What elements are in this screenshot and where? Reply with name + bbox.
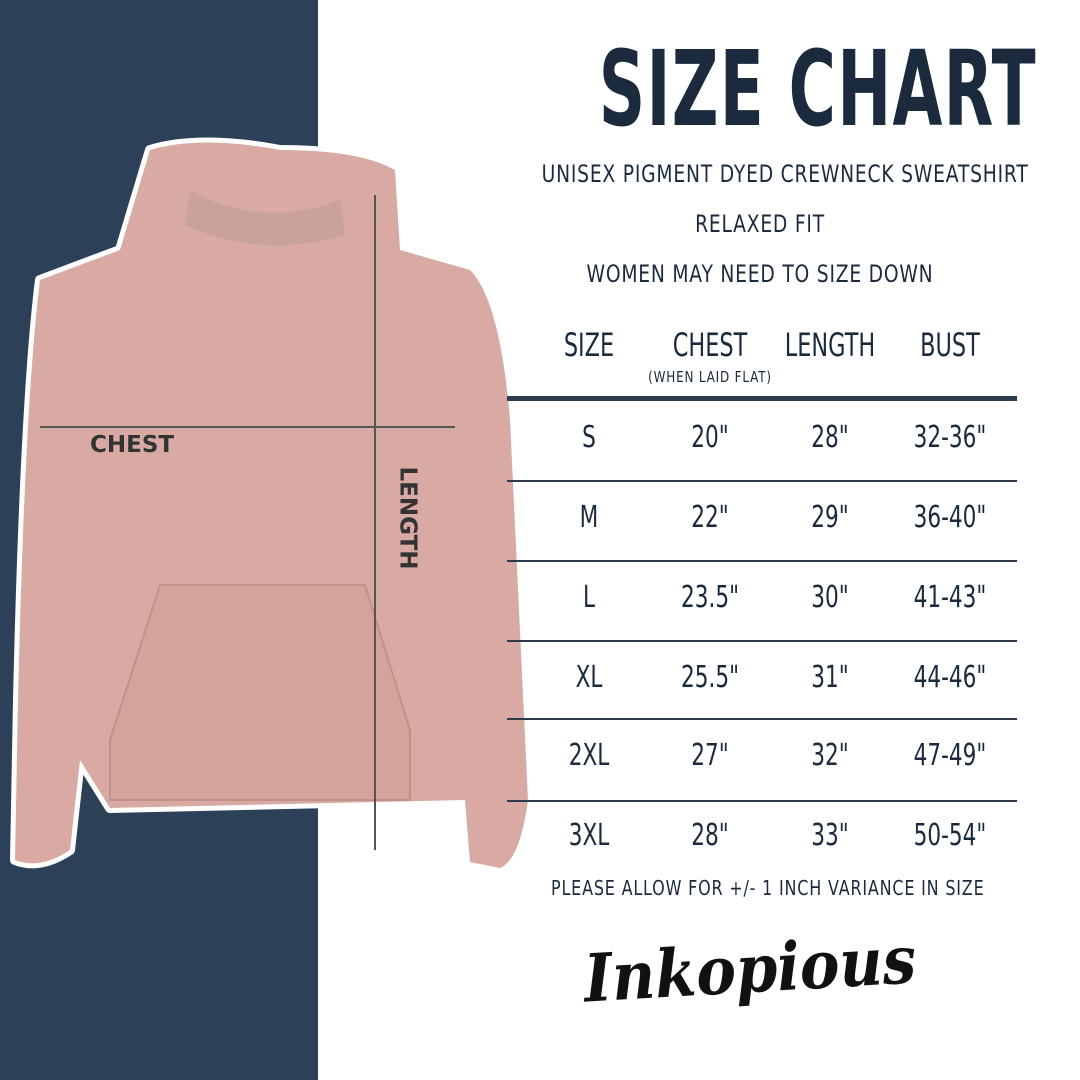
table-cell: 29" — [811, 500, 849, 535]
table-cell: 41-43" — [913, 580, 987, 615]
variance-note: PLEASE ALLOW FOR +/- 1 INCH VARIANCE IN … — [551, 876, 985, 900]
table-cell: 33" — [811, 818, 849, 853]
header-bust: BUST — [920, 326, 980, 364]
row-divider — [507, 718, 1017, 720]
brand-logo: Inkopious — [582, 920, 918, 1018]
row-divider — [507, 560, 1017, 562]
table-cell: 44-46" — [913, 660, 987, 695]
table-cell: L — [582, 580, 596, 615]
table-cell: 25.5" — [680, 660, 740, 695]
header-divider — [507, 396, 1017, 401]
row-divider — [507, 640, 1017, 642]
table-cell: M — [579, 500, 599, 535]
table-cell: 22" — [691, 500, 729, 535]
table-cell: 36-40" — [913, 500, 987, 535]
table-cell: 23.5" — [680, 580, 740, 615]
hoodie-image — [10, 137, 533, 873]
chest-label: CHEST — [90, 432, 175, 458]
header-chest: CHEST — [672, 326, 748, 364]
subtitle-sizing-tip: WOMEN MAY NEED TO SIZE DOWN — [586, 260, 934, 288]
table-cell: 2XL — [568, 738, 610, 773]
table-cell: 32-36" — [913, 420, 987, 455]
table-cell: 32" — [811, 738, 849, 773]
table-cell: 27" — [691, 738, 729, 773]
header-length: LENGTH — [784, 326, 876, 364]
length-label: LENGTH — [394, 466, 421, 570]
table-cell: 30" — [811, 580, 849, 615]
table-cell: 20" — [691, 420, 729, 455]
row-divider — [507, 480, 1017, 482]
subtitle-product: UNISEX PIGMENT DYED CREWNECK SWEATSHIRT — [541, 160, 1029, 188]
table-cell: 31" — [811, 660, 849, 695]
table-cell: XL — [575, 660, 603, 695]
row-divider — [507, 800, 1017, 802]
table-cell: 50-54" — [913, 818, 987, 853]
table-cell: 28" — [691, 818, 729, 853]
table-cell: 47-49" — [913, 738, 987, 773]
table-cell: S — [582, 420, 596, 455]
table-cell: 28" — [811, 420, 849, 455]
subtitle-fit: RELAXED FIT — [695, 210, 825, 238]
header-size: SIZE — [563, 326, 615, 364]
table-cell: 3XL — [568, 818, 610, 853]
chest-note: (WHEN LAID FLAT) — [648, 368, 772, 386]
page-title: SIZE CHART — [598, 28, 1037, 150]
